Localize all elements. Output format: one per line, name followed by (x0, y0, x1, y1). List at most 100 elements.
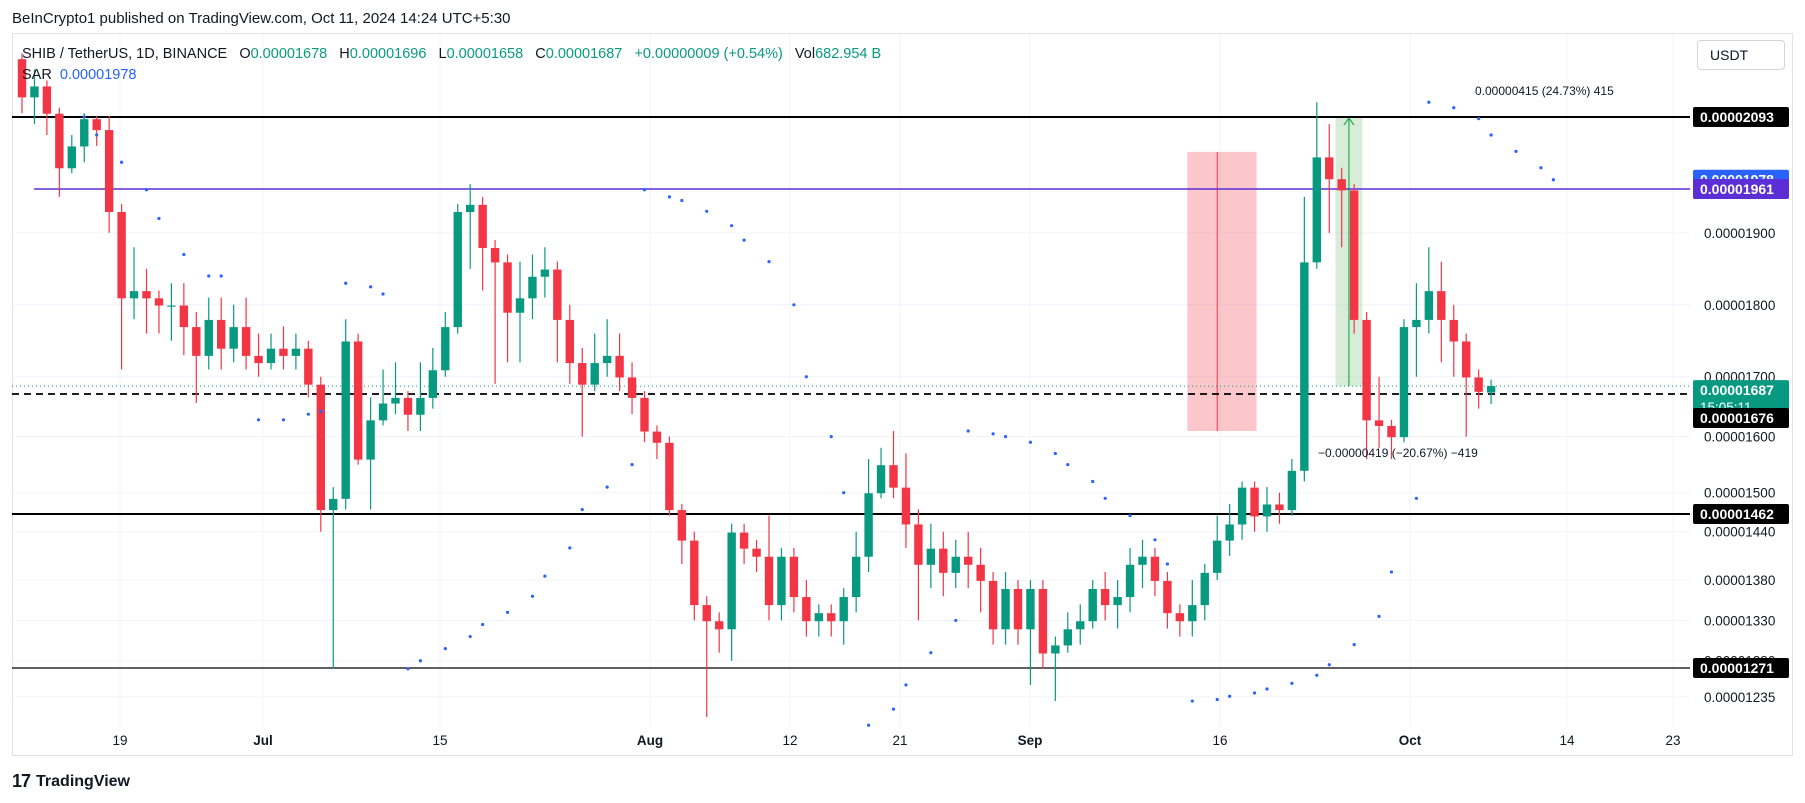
sar-dot (1028, 440, 1033, 444)
candle-body-down (1474, 377, 1483, 392)
sar-dot (1377, 614, 1381, 618)
candle-body-up (1213, 540, 1222, 573)
candle-body-up (1125, 564, 1135, 598)
y-tick-label: 0.00001235 (1704, 690, 1775, 705)
candle-body-up (204, 319, 213, 356)
short-position-label: −0.00000419 (−20.67%) −419 (1318, 446, 1478, 460)
candle-body-up (590, 363, 599, 385)
candle-body-down (304, 348, 313, 385)
candle-body-down (1387, 425, 1396, 438)
sar-dot (443, 647, 447, 651)
sar-dot (991, 432, 995, 436)
candle-body-up (864, 493, 873, 557)
candle-body-up (777, 556, 786, 606)
candle-body-down (1013, 588, 1023, 630)
price-badge-label: 0.00001676 (1700, 410, 1774, 426)
legend-close-value: 0.00001687 (545, 46, 623, 62)
tradingview-logo-icon: 17 (12, 771, 31, 791)
candle-body-up (391, 397, 400, 404)
x-tick-label: 23 (1665, 733, 1680, 748)
candle-body-down (789, 556, 799, 598)
sar-dot (505, 610, 510, 614)
candle-body-down (142, 291, 151, 299)
sar-dot (1514, 149, 1518, 153)
legend-sar-label[interactable]: SAR (22, 67, 52, 83)
candle-body-down (988, 580, 998, 630)
candle-body-up (1200, 572, 1209, 606)
sar-dot (580, 507, 584, 512)
price-badge-bg (1693, 107, 1789, 127)
candle-body-up (453, 212, 462, 328)
candle-body-down (702, 605, 711, 622)
candle-body-down (1163, 580, 1172, 614)
publisher-credit: BeInCrypto1 published on TradingView.com… (12, 10, 511, 27)
sar-dot (120, 160, 124, 164)
x-tick-label: 12 (782, 733, 797, 748)
candles (17, 53, 1496, 718)
chart-legend: SHIB / TetherUS, 1D, BINANCE O0.00001678… (22, 44, 881, 86)
candle-body-down (739, 532, 749, 549)
price-badge-label: 0.00001271 (1700, 660, 1774, 676)
candle-body-up (378, 403, 388, 421)
candle-body-up (876, 465, 886, 494)
tradingview-brand-label: TradingView (36, 772, 130, 790)
sar-dot (1539, 166, 1543, 170)
sar-dot (219, 274, 223, 278)
sar-dot (1252, 691, 1257, 695)
sar-dot (730, 224, 734, 228)
legend-open-value: 0.00001678 (250, 46, 328, 62)
x-tick-label: Aug (637, 733, 663, 748)
candle-body-down (316, 384, 325, 511)
sar-dot (144, 188, 149, 192)
sar-dot (530, 594, 535, 598)
candle-body-up (1138, 556, 1147, 565)
sar-dot (1228, 694, 1232, 698)
candle-body-up (1237, 487, 1247, 525)
short-position-box (1187, 151, 1257, 432)
sar-dot (1477, 117, 1481, 121)
sar-dot (1489, 133, 1493, 137)
candle-body-down (976, 564, 985, 581)
long-position-label: 0.00000415 (24.73%) 415 (1475, 84, 1614, 98)
legend-symbol[interactable]: SHIB / TetherUS, 1D, BINANCE (22, 46, 228, 62)
candle-body-down (403, 397, 413, 415)
candle-body-up (1300, 262, 1309, 471)
candle-body-down (652, 431, 662, 443)
candle-body-down (553, 269, 562, 320)
short-position-tool (1187, 151, 1257, 432)
sar-dot (842, 491, 846, 495)
sar-dot (256, 418, 261, 422)
candle-body-down (827, 613, 836, 622)
sar-dot (1103, 496, 1107, 500)
currency-button[interactable]: USDT (1697, 40, 1785, 70)
candle-body-down (901, 487, 911, 525)
sar-dot (1153, 538, 1157, 542)
candle-body-up (727, 532, 736, 630)
sar-dot (157, 216, 161, 221)
sar-dot (95, 133, 99, 137)
candle-body-down (1250, 487, 1259, 517)
candle-body-down (1362, 319, 1371, 421)
x-tick-label: Jul (253, 733, 273, 748)
legend-high-label: H (339, 46, 350, 62)
candle-body-up (466, 204, 475, 213)
y-axis: 0.000019000.000018000.000017000.00001600… (1704, 226, 1775, 705)
sar-dot (1327, 663, 1331, 667)
candle-body-up (1424, 291, 1434, 320)
candle-body-down (1437, 291, 1446, 320)
candle-body-down (279, 348, 288, 356)
sar-dot (867, 723, 871, 727)
candle-body-down (241, 327, 251, 356)
sar-dot (281, 418, 286, 422)
candle-body-up (1412, 319, 1421, 328)
candle-body-down (353, 341, 363, 460)
candle-body-down (1175, 613, 1185, 622)
candle-body-up (528, 276, 537, 299)
y-tick-label: 0.00001600 (1704, 430, 1775, 445)
candle-body-up (926, 548, 936, 565)
sar-dot (468, 634, 472, 639)
legend-high-value: 0.00001696 (349, 46, 427, 62)
candle-body-up (80, 119, 89, 147)
sar-dot (1091, 479, 1095, 484)
